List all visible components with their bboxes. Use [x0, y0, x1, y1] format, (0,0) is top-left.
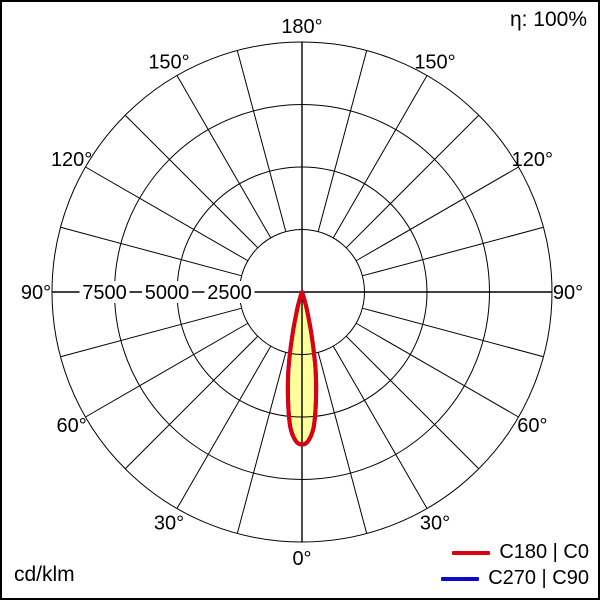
grid-spoke	[318, 352, 367, 533]
legend-swatch	[441, 577, 479, 581]
legend-label: C270 | C90	[488, 567, 589, 590]
legend: C180 | C0 C270 | C90	[441, 541, 589, 590]
legend-swatch	[452, 551, 490, 555]
angle-label: 150°	[414, 52, 455, 74]
angle-label: 90°	[553, 282, 583, 304]
efficiency-label: η: 100%	[510, 8, 587, 32]
ring-label: 5000	[145, 282, 190, 304]
polar-chart: 2500 5000 7500 0° 30° 30° 60° 60° 90° 90° 120° 120…	[2, 2, 600, 600]
angle-label: 30°	[420, 512, 450, 534]
angle-label: 120°	[512, 149, 553, 171]
legend-label: C180 | C0	[499, 541, 589, 564]
grid-spoke	[318, 51, 367, 232]
grid-spoke	[237, 51, 286, 232]
legend-item: C180 | C0	[441, 541, 589, 564]
angle-label: 180°	[281, 16, 322, 38]
ring-labels: 2500 5000 7500	[80, 281, 255, 304]
grid-spoke	[61, 308, 242, 357]
grid-spoke	[237, 352, 286, 533]
unit-label: cd/klm	[14, 563, 75, 587]
legend-item: C270 | C90	[441, 567, 589, 590]
angle-label: 60°	[57, 415, 87, 437]
grid-spoke	[61, 227, 242, 276]
angle-label: 60°	[517, 415, 547, 437]
ring-label: 2500	[207, 282, 252, 304]
angle-label: 90°	[21, 282, 51, 304]
photometric-diagram: 2500 5000 7500 0° 30° 30° 60° 60° 90° 90° 120° 120…	[0, 0, 600, 600]
angle-label: 30°	[154, 512, 184, 534]
angle-label: 0°	[292, 548, 311, 570]
grid-spoke	[362, 308, 543, 357]
grid-spoke	[362, 227, 543, 276]
angle-label: 120°	[51, 149, 92, 171]
angle-label: 150°	[148, 52, 189, 74]
ring-label: 7500	[82, 282, 127, 304]
